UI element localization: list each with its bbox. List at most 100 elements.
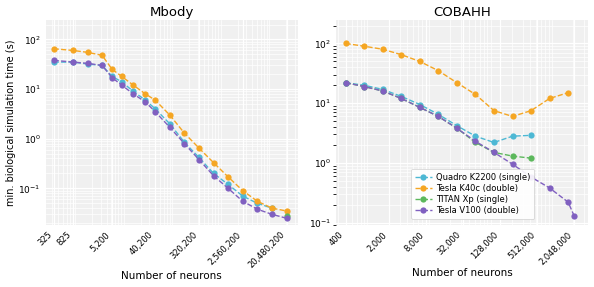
TITAN Xp (single): [453, 127, 460, 130]
Title: COBAHH: COBAHH: [434, 5, 491, 19]
Tesla V100 (double): [109, 76, 116, 79]
TITAN Xp (single): [416, 106, 424, 109]
Legend: Quadro K2200 (single), Tesla K40c (double), TITAN Xp (single), Tesla V100 (doubl: Quadro K2200 (single), Tesla K40c (doubl…: [411, 168, 535, 219]
Quadro K2200 (single): [142, 98, 149, 102]
Tesla V100 (double): [453, 127, 460, 130]
Quadro K2200 (single): [472, 135, 479, 138]
Tesla K40c (double): [379, 48, 386, 51]
Tesla K40c (double): [109, 68, 116, 71]
TITAN Xp (single): [379, 89, 386, 93]
TITAN Xp (single): [435, 115, 442, 118]
Tesla K40c (double): [99, 54, 106, 57]
Quadro K2200 (single): [118, 80, 125, 84]
Quadro K2200 (single): [416, 103, 424, 106]
Tesla V100 (double): [509, 162, 516, 166]
Tesla V100 (double): [546, 186, 553, 190]
Tesla V100 (double): [84, 62, 91, 65]
Tesla K40c (double): [118, 75, 125, 78]
TITAN Xp (single): [342, 81, 349, 84]
Tesla K40c (double): [491, 109, 498, 113]
Tesla V100 (double): [283, 216, 290, 220]
Tesla V100 (double): [564, 200, 571, 204]
Tesla V100 (double): [268, 213, 276, 216]
Tesla V100 (double): [239, 199, 247, 203]
Tesla K40c (double): [509, 115, 516, 118]
Tesla V100 (double): [254, 208, 261, 211]
Tesla K40c (double): [151, 98, 159, 102]
Line: Quadro K2200 (single): Quadro K2200 (single): [343, 79, 534, 146]
Tesla K40c (double): [142, 92, 149, 96]
Tesla K40c (double): [195, 146, 203, 150]
Tesla K40c (double): [84, 51, 91, 54]
Quadro K2200 (single): [129, 90, 137, 93]
TITAN Xp (single): [472, 141, 479, 144]
Tesla K40c (double): [546, 97, 553, 100]
Quadro K2200 (single): [527, 133, 535, 137]
Tesla K40c (double): [69, 49, 77, 52]
Quadro K2200 (single): [210, 172, 217, 175]
Tesla K40c (double): [225, 175, 232, 179]
Tesla V100 (double): [195, 158, 203, 161]
Tesla V100 (double): [361, 85, 368, 88]
Tesla K40c (double): [129, 84, 137, 87]
TITAN Xp (single): [491, 151, 498, 154]
Quadro K2200 (single): [491, 141, 498, 144]
Tesla K40c (double): [50, 47, 57, 51]
Tesla K40c (double): [453, 81, 460, 84]
Tesla V100 (double): [491, 151, 498, 154]
Tesla V100 (double): [527, 175, 535, 179]
TITAN Xp (single): [398, 97, 405, 100]
Tesla K40c (double): [435, 69, 442, 72]
Tesla K40c (double): [361, 44, 368, 48]
Quadro K2200 (single): [239, 194, 247, 198]
Tesla K40c (double): [342, 42, 349, 45]
Tesla V100 (double): [118, 84, 125, 87]
Tesla K40c (double): [210, 161, 217, 164]
Quadro K2200 (single): [84, 62, 91, 66]
Line: Tesla V100 (double): Tesla V100 (double): [50, 57, 290, 221]
Tesla K40c (double): [268, 206, 276, 210]
Tesla V100 (double): [99, 64, 106, 67]
Tesla K40c (double): [416, 60, 424, 63]
Quadro K2200 (single): [268, 206, 276, 210]
Quadro K2200 (single): [225, 183, 232, 186]
Quadro K2200 (single): [181, 141, 188, 144]
Tesla K40c (double): [166, 113, 173, 117]
Title: Mbody: Mbody: [150, 5, 194, 19]
X-axis label: Number of neurons: Number of neurons: [121, 272, 222, 282]
Tesla V100 (double): [379, 89, 386, 93]
Tesla V100 (double): [181, 142, 188, 145]
Quadro K2200 (single): [166, 122, 173, 125]
Quadro K2200 (single): [398, 95, 405, 98]
TITAN Xp (single): [527, 156, 535, 160]
Tesla K40c (double): [527, 109, 535, 113]
Tesla V100 (double): [342, 81, 349, 84]
Tesla K40c (double): [181, 131, 188, 135]
Quadro K2200 (single): [361, 84, 368, 87]
Quadro K2200 (single): [379, 88, 386, 91]
Quadro K2200 (single): [50, 60, 57, 64]
Tesla K40c (double): [472, 93, 479, 96]
TITAN Xp (single): [509, 154, 516, 158]
Tesla K40c (double): [283, 209, 290, 213]
Tesla V100 (double): [210, 174, 217, 177]
Tesla V100 (double): [142, 100, 149, 104]
Tesla K40c (double): [239, 189, 247, 192]
Quadro K2200 (single): [254, 201, 261, 205]
Tesla V100 (double): [129, 92, 137, 96]
TITAN Xp (single): [361, 85, 368, 88]
Line: Tesla K40c (double): Tesla K40c (double): [50, 46, 290, 214]
Quadro K2200 (single): [151, 107, 159, 110]
Tesla V100 (double): [571, 214, 578, 218]
Tesla V100 (double): [69, 60, 77, 64]
Quadro K2200 (single): [195, 156, 203, 159]
Tesla V100 (double): [151, 110, 159, 113]
Y-axis label: min. biological simulation time (s): min. biological simulation time (s): [5, 39, 15, 206]
Tesla V100 (double): [225, 187, 232, 190]
Tesla V100 (double): [398, 97, 405, 100]
Tesla K40c (double): [398, 53, 405, 56]
Quadro K2200 (single): [69, 60, 77, 64]
Line: Quadro K2200 (single): Quadro K2200 (single): [50, 59, 275, 211]
Tesla V100 (double): [472, 139, 479, 143]
Line: TITAN Xp (single): TITAN Xp (single): [343, 79, 534, 161]
